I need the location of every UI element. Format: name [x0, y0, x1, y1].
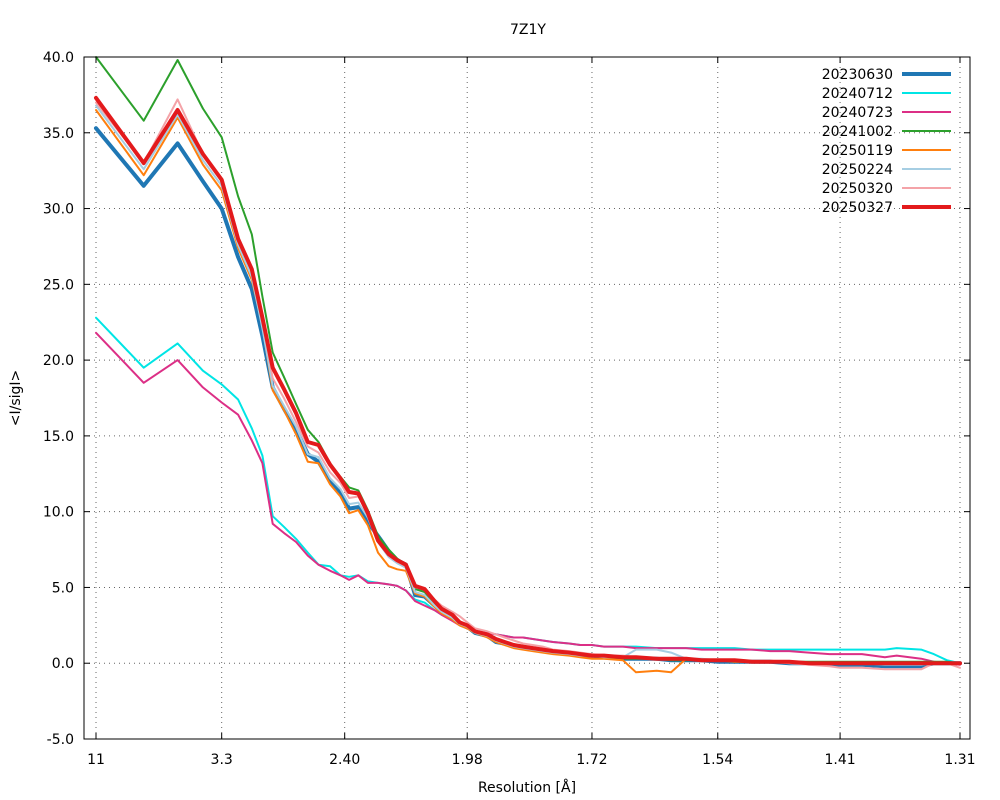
- legend-label: 20250224: [822, 162, 893, 178]
- x-tick-label: 2.40: [329, 752, 360, 768]
- x-tick-label: 1.41: [825, 752, 856, 768]
- plot-frame: [83, 56, 971, 740]
- y-tick-label: 30.0: [43, 202, 74, 218]
- legend-label: 20250327: [822, 200, 893, 216]
- y-axis-ticks: -5.0 0.0 5.0 10.0 15.0 20.0 25.0 30.0 35.0 40.0: [43, 50, 970, 748]
- x-tick-label: 11: [87, 752, 105, 768]
- x-axis-ticks: 11 3.3 2.40 1.98 1.72 1.54 1.41 1.31: [87, 57, 976, 768]
- legend: 20230630 20240712 20240723 20241002 20250119…: [822, 67, 951, 216]
- grid: [84, 57, 970, 739]
- y-tick-label: 15.0: [43, 429, 74, 445]
- legend-label: 20240723: [822, 105, 893, 121]
- series-line-20240712: [95, 316, 961, 665]
- legend-label: 20241002: [822, 124, 893, 140]
- chart-title: 7Z1Y: [510, 22, 546, 38]
- y-tick-label: 35.0: [43, 126, 74, 142]
- series-lines: [94, 56, 962, 674]
- series-line-20240723: [95, 331, 961, 666]
- legend-label: 20240712: [822, 86, 893, 102]
- y-tick-label: 0.0: [52, 656, 74, 672]
- y-tick-label: 25.0: [43, 277, 74, 293]
- x-tick-label: 1.98: [452, 752, 483, 768]
- x-tick-label: 1.54: [702, 752, 733, 768]
- legend-label: 20230630: [822, 67, 893, 83]
- x-tick-label: 3.3: [211, 752, 233, 768]
- y-tick-label: 40.0: [43, 50, 74, 66]
- y-axis-label: <I/sigI>: [8, 370, 24, 427]
- legend-label: 20250320: [822, 181, 893, 197]
- series-line-20250327: [94, 95, 962, 666]
- legend-label: 20250119: [822, 143, 893, 159]
- y-tick-label: 10.0: [43, 505, 74, 521]
- y-tick-label: 5.0: [52, 580, 74, 596]
- x-tick-label: 1.31: [944, 752, 975, 768]
- x-tick-label: 1.72: [576, 752, 607, 768]
- y-tick-label: -5.0: [47, 732, 74, 748]
- y-tick-label: 20.0: [43, 353, 74, 369]
- x-axis-label: Resolution [Å]: [478, 779, 576, 796]
